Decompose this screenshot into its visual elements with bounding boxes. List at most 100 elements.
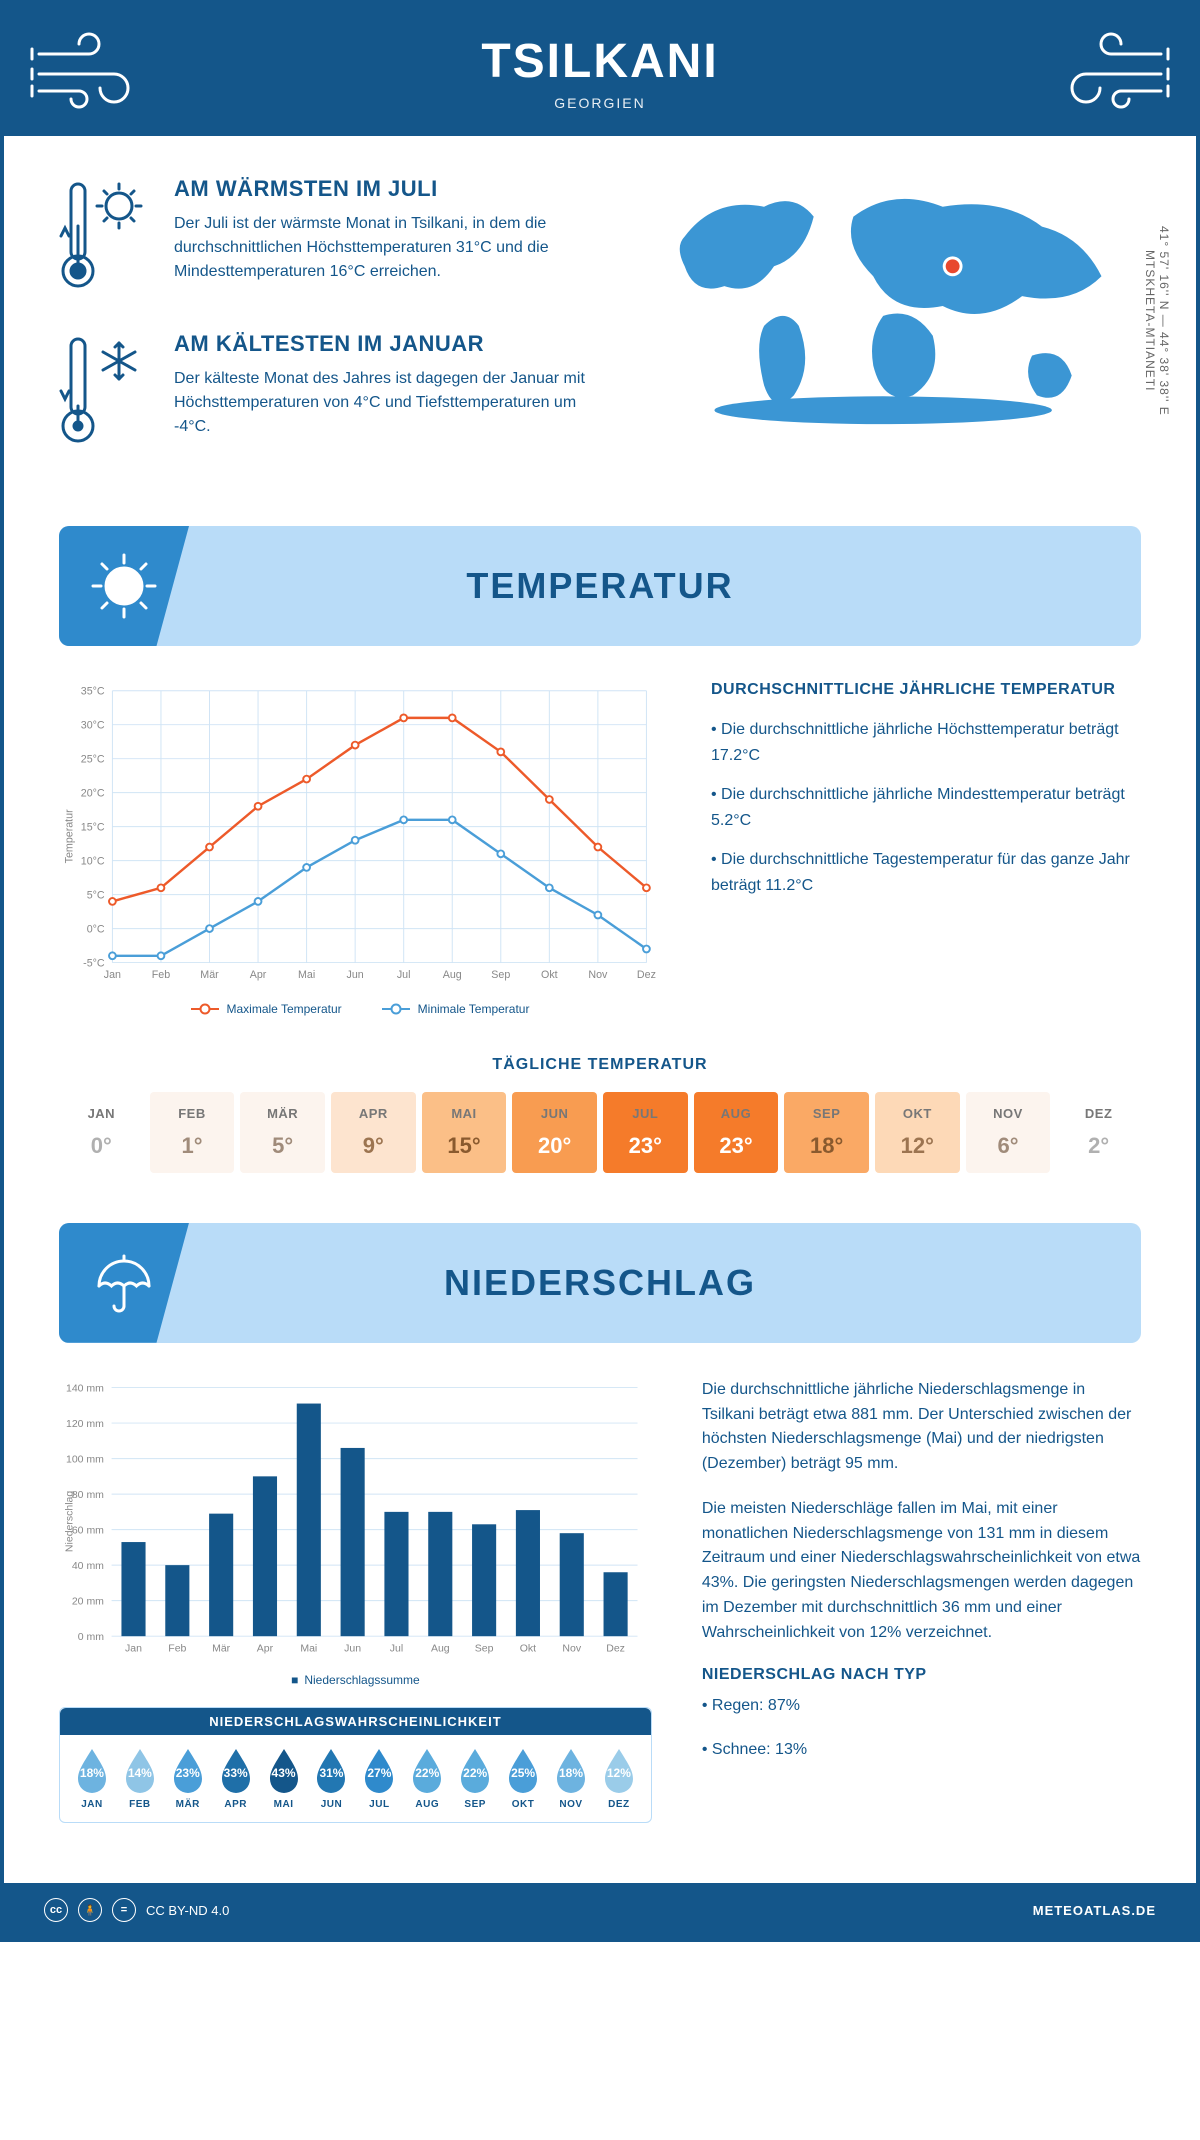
fact-warmest-text: Der Juli ist der wärmste Monat in Tsilka…	[174, 212, 605, 284]
svg-text:5°C: 5°C	[87, 889, 105, 901]
svg-text:Jan: Jan	[104, 969, 121, 981]
by-icon: 🧍	[78, 1898, 102, 1922]
svg-text:Okt: Okt	[541, 969, 558, 981]
svg-text:Sep: Sep	[475, 1642, 494, 1654]
header: TSILKANI GEORGIEN	[4, 4, 1196, 136]
svg-text:Apr: Apr	[250, 969, 267, 981]
raindrop-icon: 31%	[313, 1747, 349, 1793]
raindrop-icon: 25%	[505, 1747, 541, 1793]
daily-temp-grid: JAN0°FEB1°MÄR5°APR9°MAI15°JUN20°JUL23°AU…	[59, 1092, 1141, 1173]
svg-text:-5°C: -5°C	[83, 957, 105, 969]
precipitation-banner: NIEDERSCHLAG	[59, 1223, 1141, 1343]
precipitation-legend: Niederschlagssumme	[59, 1673, 652, 1687]
svg-text:Feb: Feb	[168, 1642, 186, 1654]
location-subtitle: GEORGIEN	[24, 95, 1176, 111]
precipitation-text: Die meisten Niederschläge fallen im Mai,…	[702, 1497, 1141, 1646]
svg-text:140 mm: 140 mm	[66, 1382, 104, 1394]
temperature-info-point: • Die durchschnittliche jährliche Mindes…	[711, 782, 1141, 833]
precipitation-row: 0 mm20 mm40 mm60 mm80 mm100 mm120 mm140 …	[59, 1378, 1141, 1823]
svg-text:Nov: Nov	[588, 969, 608, 981]
svg-text:Sep: Sep	[491, 969, 510, 981]
daily-temp-cell: MAI15°	[422, 1092, 507, 1173]
fact-coldest: AM KÄLTESTEN IM JANUAR Der kälteste Mona…	[59, 331, 605, 451]
footer: cc 🧍 = CC BY-ND 4.0 METEOATLAS.DE	[4, 1883, 1196, 1938]
precipitation-probability-box: NIEDERSCHLAGSWAHRSCHEINLICHKEIT 18%JAN 1…	[59, 1707, 652, 1823]
probability-cell: 33%APR	[214, 1747, 258, 1810]
svg-text:Okt: Okt	[520, 1642, 536, 1654]
precipitation-left: 0 mm20 mm40 mm60 mm80 mm100 mm120 mm140 …	[59, 1378, 652, 1823]
nd-icon: =	[112, 1898, 136, 1922]
svg-text:20 mm: 20 mm	[72, 1595, 104, 1607]
svg-text:Nov: Nov	[562, 1642, 581, 1654]
world-map-panel: 41° 57' 16'' N — 44° 38' 38'' EMTSKHETA-…	[645, 176, 1141, 486]
raindrop-icon: 18%	[553, 1747, 589, 1793]
svg-text:Dez: Dez	[606, 1642, 625, 1654]
intro-row: AM WÄRMSTEN IM JULI Der Juli ist der wär…	[59, 176, 1141, 486]
precipitation-heading: NIEDERSCHLAG	[444, 1262, 756, 1304]
temperature-info-title: DURCHSCHNITTLICHE JÄHRLICHE TEMPERATUR	[711, 681, 1141, 699]
svg-text:Aug: Aug	[431, 1642, 450, 1654]
precipitation-text: Die durchschnittliche jährliche Niedersc…	[702, 1378, 1141, 1477]
raindrop-icon: 27%	[361, 1747, 397, 1793]
temperature-banner: TEMPERATUR	[59, 526, 1141, 646]
probability-cell: 18%JAN	[70, 1747, 114, 1810]
temperature-info-point: • Die durchschnittliche jährliche Höchst…	[711, 717, 1141, 768]
daily-temp-cell: OKT12°	[875, 1092, 960, 1173]
precipitation-type-title: NIEDERSCHLAG NACH TYP	[702, 1666, 1141, 1684]
svg-text:Mär: Mär	[200, 969, 219, 981]
sun-icon	[59, 526, 189, 646]
svg-text:25°C: 25°C	[81, 754, 105, 766]
license-label: CC BY-ND 4.0	[146, 1903, 229, 1918]
svg-text:0 mm: 0 mm	[78, 1631, 105, 1643]
thermometer-snow-icon	[59, 331, 149, 451]
cc-icon: cc	[44, 1898, 68, 1922]
temperature-chart: -5°C0°C5°C10°C15°C20°C25°C30°C35°CJanFeb…	[59, 681, 661, 1016]
daily-temp-cell: JUN20°	[512, 1092, 597, 1173]
probability-cell: 27%JUL	[357, 1747, 401, 1810]
svg-text:Jan: Jan	[125, 1642, 142, 1654]
daily-temp-cell: FEB1°	[150, 1092, 235, 1173]
precipitation-type-rain: • Regen: 87%	[702, 1694, 1141, 1719]
svg-text:20°C: 20°C	[81, 788, 105, 800]
svg-text:Jul: Jul	[390, 1642, 403, 1654]
svg-text:Niederschlag: Niederschlag	[63, 1490, 75, 1551]
svg-text:40 mm: 40 mm	[72, 1560, 104, 1572]
raindrop-icon: 18%	[74, 1747, 110, 1793]
temperature-row: -5°C0°C5°C10°C15°C20°C25°C30°C35°CJanFeb…	[59, 681, 1141, 1016]
svg-text:Jun: Jun	[347, 969, 364, 981]
coordinates-label: 41° 57' 16'' N — 44° 38' 38'' EMTSKHETA-…	[1143, 206, 1171, 436]
svg-text:Feb: Feb	[152, 969, 170, 981]
daily-temp-title: TÄGLICHE TEMPERATUR	[59, 1056, 1141, 1074]
temperature-heading: TEMPERATUR	[466, 565, 733, 607]
temperature-info-point: • Die durchschnittliche Tagestemperatur …	[711, 847, 1141, 898]
precipitation-type-snow: • Schnee: 13%	[702, 1738, 1141, 1763]
daily-temp-cell: JAN0°	[59, 1092, 144, 1173]
svg-text:80 mm: 80 mm	[72, 1489, 104, 1501]
svg-text:Mai: Mai	[298, 969, 315, 981]
svg-text:Temperatur: Temperatur	[64, 809, 76, 863]
raindrop-icon: 43%	[266, 1747, 302, 1793]
svg-text:Jun: Jun	[344, 1642, 361, 1654]
temperature-info: DURCHSCHNITTLICHE JÄHRLICHE TEMPERATUR •…	[711, 681, 1141, 1016]
probability-cell: 22%AUG	[405, 1747, 449, 1810]
probability-title: NIEDERSCHLAGSWAHRSCHEINLICHKEIT	[60, 1708, 651, 1735]
raindrop-icon: 14%	[122, 1747, 158, 1793]
raindrop-icon: 23%	[170, 1747, 206, 1793]
probability-cell: 22%SEP	[453, 1747, 497, 1810]
temperature-legend: Maximale Temperatur Minimale Temperatur	[59, 1002, 661, 1016]
svg-text:Mär: Mär	[212, 1642, 231, 1654]
infographic-frame: TSILKANI GEORGIEN AM WÄRMSTEN IM JULI	[0, 0, 1200, 1942]
raindrop-icon: 22%	[409, 1747, 445, 1793]
daily-temp-cell: DEZ2°	[1056, 1092, 1141, 1173]
probability-cell: 43%MAI	[262, 1747, 306, 1810]
svg-text:10°C: 10°C	[81, 856, 105, 868]
probability-cell: 18%NOV	[549, 1747, 593, 1810]
svg-text:100 mm: 100 mm	[66, 1453, 104, 1465]
fact-coldest-title: AM KÄLTESTEN IM JANUAR	[174, 331, 605, 357]
raindrop-icon: 12%	[601, 1747, 637, 1793]
daily-temp-cell: AUG23°	[694, 1092, 779, 1173]
svg-text:Apr: Apr	[257, 1642, 274, 1654]
footer-site: METEOATLAS.DE	[1033, 1903, 1156, 1918]
location-title: TSILKANI	[24, 34, 1176, 89]
world-map-icon	[645, 176, 1141, 436]
